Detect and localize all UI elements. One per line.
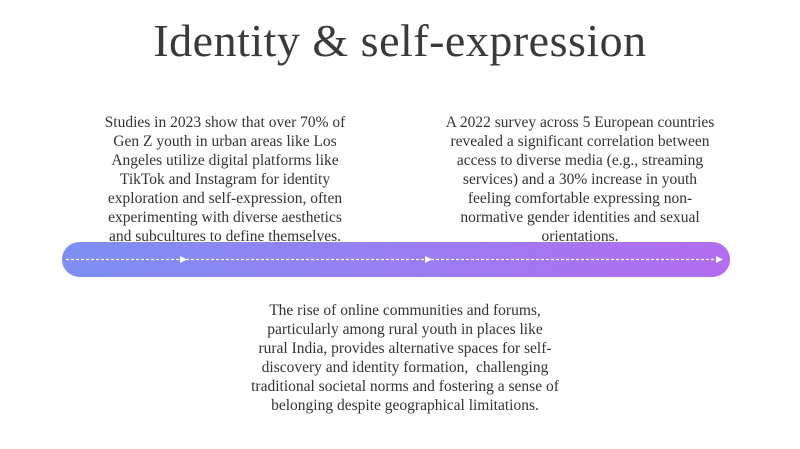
- text-line: and subcultures to define themselves.: [108, 228, 341, 245]
- text-line: rural India, provides alternative spaces…: [258, 340, 552, 357]
- arrow: [425, 256, 432, 263]
- text-line: Angeles utilize digital platforms like: [111, 152, 339, 169]
- text-line: feeling comfortable expressing non-: [467, 190, 693, 207]
- text-line: TikTok and Instagram for identity: [119, 171, 331, 188]
- arrow: [180, 256, 187, 263]
- arrow: [716, 256, 723, 263]
- text-line: access to diverse media (e.g., streaming: [456, 152, 704, 169]
- text-line: services) and a 30% increase in youth: [462, 171, 698, 188]
- text-block: A 2022 survey across 5 European countrie…: [420, 113, 740, 246]
- text-line: Gen Z youth in urban areas like Los: [113, 133, 337, 150]
- text-line: The rise of online communities and forum…: [269, 302, 541, 319]
- text-block: Studies in 2023 show that over 70% of Gen…: [70, 113, 380, 246]
- text-line: Studies in 2023 show that over 70% of: [104, 114, 346, 131]
- text-line: traditional societal norms and fostering…: [251, 378, 559, 395]
- text-line: revealed a significant correlation betwe…: [450, 133, 710, 150]
- text-line: exploration and self-expression, often: [107, 190, 343, 207]
- text-line: discovery and identity formation, challe…: [261, 359, 549, 376]
- slide-title: Identity & self-expression: [153, 15, 647, 66]
- text-line: particularly among rural youth in places…: [267, 321, 543, 338]
- text-line: A 2022 survey across 5 European countrie…: [445, 114, 715, 131]
- text-line: orientations.: [541, 228, 619, 245]
- text-block: The rise of online communities and forum…: [215, 301, 595, 415]
- text-line: belonging despite geographical limitatio…: [271, 397, 539, 414]
- text-line: normative gender identities and sexual: [460, 209, 700, 226]
- text-line: experimenting with diverse aesthetics: [108, 209, 342, 226]
